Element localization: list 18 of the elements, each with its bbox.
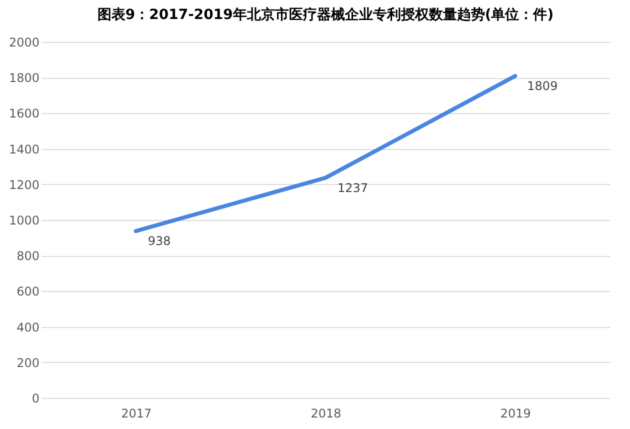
- x-tick-label: 2017: [121, 406, 152, 420]
- y-tick-label: 1800: [8, 71, 40, 86]
- y-tick-label: 0: [32, 392, 40, 406]
- data-label: 1809: [527, 79, 558, 93]
- x-tick-label: 2018: [310, 406, 342, 420]
- chart-title: 图表9：2017-2019年北京市医疗器械企业专利授权数量趋势(单位：件): [97, 6, 554, 23]
- data-label: 938: [148, 234, 171, 248]
- y-tick-label: 200: [16, 356, 40, 370]
- x-tick-label: 2019: [500, 406, 531, 420]
- y-tick-label: 400: [16, 320, 40, 334]
- y-tick-label: 800: [16, 249, 40, 264]
- y-tick-label: 1200: [8, 178, 40, 192]
- y-tick-label: 1600: [8, 106, 40, 121]
- y-tick-label: 1000: [8, 214, 40, 228]
- y-tick-label: 2000: [8, 36, 40, 50]
- y-tick-label: 600: [16, 284, 40, 299]
- y-tick-label: 1400: [8, 142, 40, 156]
- data-label: 1237: [338, 180, 368, 195]
